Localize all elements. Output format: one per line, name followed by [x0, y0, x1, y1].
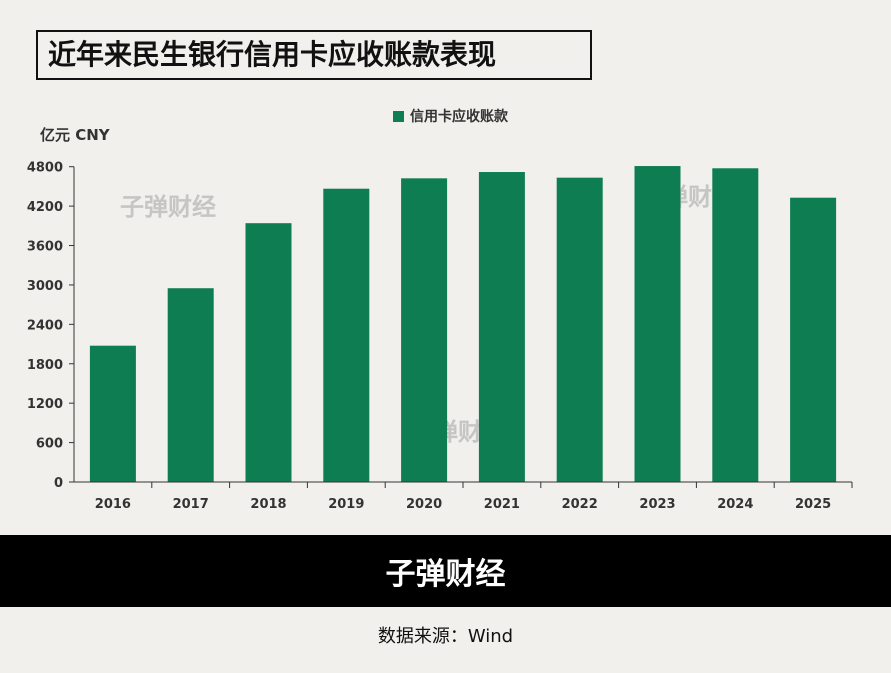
y-tick-label: 600: [36, 437, 63, 452]
bar-2019: [323, 188, 370, 482]
x-tick-label: 2021: [484, 497, 520, 512]
y-tick-label: 3600: [27, 240, 63, 255]
y-tick-label: 1800: [27, 358, 63, 373]
x-tick-label: 2017: [173, 497, 209, 512]
chart-title: 近年来民生银行信用卡应收账款表现: [36, 30, 592, 80]
x-tick-label: 2023: [639, 497, 675, 512]
x-tick-label: 2018: [250, 497, 286, 512]
bar-2022: [556, 177, 603, 483]
y-axis-label: 亿元 CNY: [40, 126, 110, 144]
bar-2018: [245, 223, 292, 482]
x-tick-label: 2016: [95, 497, 131, 512]
bar-2024: [712, 168, 759, 483]
data-source: 数据来源：Wind: [377, 626, 514, 647]
y-tick-label: 4800: [27, 161, 63, 176]
y-tick-label: 1200: [27, 397, 63, 412]
watermark: 子弹财经: [120, 193, 216, 221]
bar-2016: [89, 345, 136, 482]
legend: 信用卡应收账款: [393, 106, 508, 126]
y-tick-label: 3000: [27, 279, 63, 294]
x-tick-label: 2022: [562, 497, 598, 512]
y-tick-label: 4200: [27, 200, 63, 215]
x-tick-label: 2025: [795, 497, 831, 512]
x-tick-label: 2020: [406, 497, 442, 512]
bar-2017: [167, 288, 214, 482]
x-tick-label: 2019: [328, 497, 364, 512]
x-tick-label: 2024: [717, 497, 753, 512]
bar-2023: [634, 166, 681, 482]
bar-2021: [478, 172, 525, 482]
bar-2020: [401, 178, 448, 482]
y-tick-label: 0: [54, 476, 63, 491]
legend-label: 信用卡应收账款: [410, 109, 508, 125]
footer-brand: 子弹财经: [0, 535, 891, 607]
bar-2025: [790, 197, 837, 482]
legend-swatch: [393, 110, 404, 122]
y-tick-label: 2400: [27, 318, 63, 333]
